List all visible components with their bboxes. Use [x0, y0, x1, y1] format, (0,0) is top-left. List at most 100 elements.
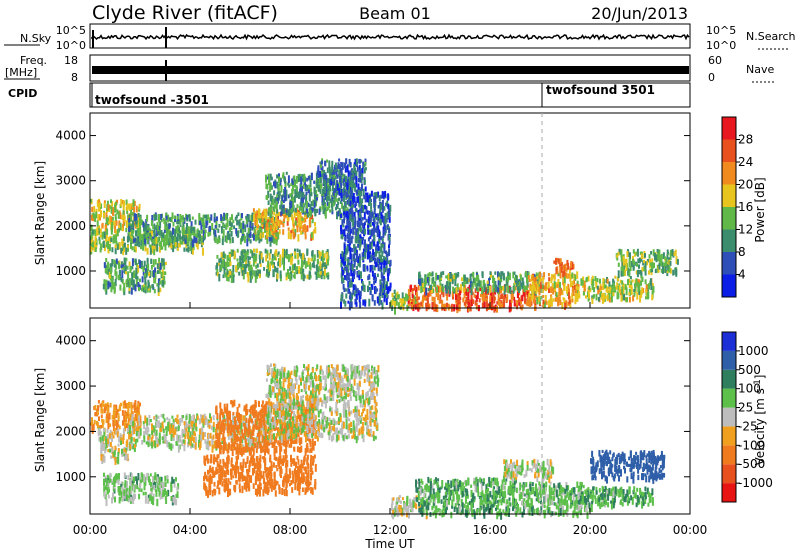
- heat-cell-13: [555, 267, 558, 275]
- heat-cell-7: [331, 177, 334, 182]
- heat-cell-14: [608, 296, 611, 303]
- heat-cell-12: [536, 283, 539, 290]
- heat-cell-2: [156, 221, 159, 227]
- heat-cell-8: [376, 229, 379, 238]
- heat-cell-7: [355, 171, 358, 176]
- heat-cell-6: [309, 204, 312, 209]
- heat-cell-12: [560, 290, 563, 295]
- heat-cell-2: [189, 425, 192, 429]
- heat-cell-11: [500, 286, 503, 290]
- heat-cell-2: [193, 236, 196, 244]
- heat-cell-4: [306, 274, 309, 280]
- heat-cell-11: [455, 287, 458, 295]
- heat-cell-6: [292, 196, 295, 201]
- nave-label: Nave: [746, 63, 774, 76]
- heat-cell-3: [111, 285, 113, 290]
- heat-cell-8: [350, 236, 353, 241]
- heat-cell-0: [112, 420, 115, 427]
- heat-cell-7: [339, 166, 342, 170]
- heat-cell-11: [503, 287, 506, 295]
- heat-cell-1: [121, 238, 124, 247]
- heat-cell-8: [380, 262, 383, 270]
- heat-cell-8: [352, 290, 355, 295]
- heat-cell-2: [137, 228, 140, 237]
- heat-cell-11: [517, 285, 520, 290]
- heat-cell-2: [176, 215, 179, 220]
- heat-cell-11: [486, 281, 489, 289]
- heat-cell-8: [380, 194, 383, 199]
- heat-cell-4: [259, 263, 262, 267]
- heat-cell-6: [324, 210, 327, 219]
- heat-cell-14: [600, 290, 603, 296]
- heat-cell-2: [165, 440, 168, 445]
- heat-cell-15: [625, 263, 628, 271]
- heat-cell-1: [103, 455, 106, 462]
- heat-cell-2: [199, 220, 201, 225]
- heat-cell-2: [216, 216, 218, 221]
- heat-cell-11: [513, 287, 516, 292]
- heat-cell-8: [379, 246, 382, 253]
- heat-cell-14: [639, 294, 642, 303]
- heat-cell-8: [384, 218, 387, 225]
- heat-cell-12: [542, 294, 545, 298]
- heat-cell-8: [349, 291, 352, 300]
- heat-cell-1: [196, 241, 199, 250]
- heat-cell-7: [336, 165, 339, 172]
- freq-tick-low: 8: [71, 71, 78, 84]
- heat-cell-10: [526, 291, 529, 296]
- heat-cell-2: [137, 212, 140, 218]
- heat-cell-2: [158, 226, 160, 231]
- heat-cell-3: [232, 411, 235, 416]
- heat-cell-2: [143, 430, 146, 439]
- heat-cell-3: [251, 429, 254, 434]
- heat-cell-2: [162, 440, 165, 444]
- heat-cell-7: [347, 176, 350, 182]
- heat-cell-0: [137, 403, 140, 409]
- nsky-tick-low: 10^0: [56, 39, 86, 52]
- heat-cell-7: [332, 179, 335, 186]
- heat-cell-5: [277, 231, 280, 240]
- heat-cell-8: [343, 229, 346, 237]
- heat-cell-2: [222, 235, 224, 240]
- heat-cell-8: [354, 220, 357, 225]
- heat-cell-2: [158, 432, 161, 438]
- heat-cell-12: [547, 273, 550, 277]
- heat-cell-4: [244, 259, 247, 266]
- heat-cell-3: [226, 418, 229, 426]
- heat-cell-8: [381, 237, 384, 242]
- heat-cell-4: [283, 264, 285, 271]
- heat-cell-0: [106, 406, 109, 414]
- heat-cell-2: [244, 224, 247, 233]
- heat-cell-13: [560, 266, 563, 273]
- heat-cell-8: [343, 266, 346, 271]
- heat-cell-8: [377, 205, 380, 209]
- heat-cell-1: [117, 428, 120, 434]
- heat-cell-1: [114, 445, 117, 451]
- heat-cell-12: [539, 278, 542, 284]
- heat-cell-5: [292, 231, 295, 240]
- heat-cell-8: [341, 258, 344, 263]
- heat-cell-3: [235, 447, 238, 455]
- heat-cell-2: [242, 223, 245, 230]
- heat-cell-14: [604, 295, 607, 300]
- heat-cell-15: [628, 258, 631, 264]
- heat-cell-15: [628, 270, 631, 278]
- heat-cell-3: [159, 280, 162, 285]
- heat-cell-0: [96, 220, 99, 227]
- heat-cell-7: [348, 162, 351, 167]
- heat-cell-1: [98, 236, 101, 241]
- heat-cell-6: [285, 209, 288, 213]
- heat-cell-3: [144, 281, 147, 290]
- heat-cell-2: [175, 427, 178, 432]
- heat-cell-8: [387, 274, 390, 282]
- heat-cell-7: [360, 159, 363, 163]
- heat-cell-2: [161, 425, 164, 430]
- heat-cell-15: [620, 270, 623, 277]
- heat-cell-6: [287, 194, 290, 199]
- heat-cell-4: [215, 271, 218, 276]
- heat-cell-2: [156, 437, 159, 444]
- heat-cell-0: [114, 207, 117, 212]
- heat-cell-2: [143, 223, 146, 231]
- heat-cell-10: [456, 296, 459, 303]
- heat-cell-4: [310, 258, 313, 262]
